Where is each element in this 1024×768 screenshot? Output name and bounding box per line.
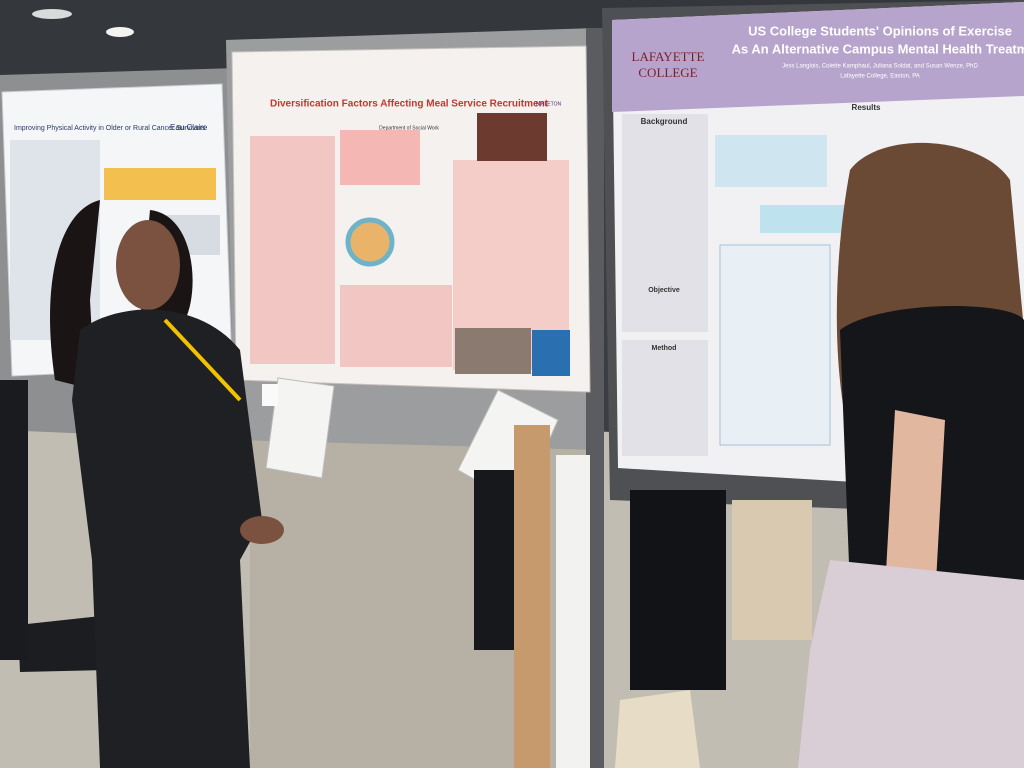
poster-section	[340, 130, 420, 185]
poster-section-heading: Objective	[648, 287, 680, 294]
bag	[18, 615, 110, 672]
poster-section-heading: Method	[652, 345, 677, 352]
poster-diagram	[345, 217, 395, 267]
face	[116, 220, 180, 310]
bag	[615, 690, 700, 768]
poster-diagram	[104, 168, 216, 200]
poster-title: As An Alternative Campus Mental Health T…	[732, 41, 1024, 56]
ceiling-light	[106, 27, 134, 37]
poster-photo	[477, 113, 547, 161]
poster-institution: Eau Claire	[170, 123, 208, 132]
hands	[240, 516, 284, 544]
poster-department: Department of Social Work	[379, 125, 439, 131]
poster-college: LAFAYETTE	[632, 49, 705, 64]
outfit	[72, 309, 262, 768]
person-background	[732, 500, 812, 640]
handout	[265, 377, 335, 479]
poster-authors: Jess Langlois, Colette Kamphaul, Juliana…	[782, 64, 978, 70]
poster-section	[340, 285, 452, 367]
poster-title: Diversification Factors Affecting Meal S…	[270, 99, 549, 110]
poster-photo	[455, 328, 531, 374]
poster-logo	[532, 330, 570, 376]
poster-tube	[514, 425, 550, 768]
ceiling-light	[32, 9, 72, 19]
poster-college: COLLEGE	[638, 65, 697, 80]
person-background	[630, 490, 726, 690]
poster-tube	[556, 455, 590, 768]
pants	[798, 560, 1024, 768]
board-post	[586, 28, 604, 768]
person-background	[474, 470, 514, 650]
poster-table	[715, 135, 827, 187]
poster-diagram	[719, 244, 831, 446]
stand	[0, 380, 28, 660]
poster-title: US College Students' Opinions of Exercis…	[748, 23, 1012, 38]
poster-title: Improving Physical Activity in Older or …	[14, 125, 206, 132]
poster-text-block	[622, 340, 708, 456]
poster-section	[250, 136, 335, 364]
lanyard	[163, 318, 242, 402]
poster-text-block	[622, 114, 708, 332]
poster-section-heading: Background	[641, 117, 688, 126]
cup	[262, 384, 278, 406]
poster-affiliation: Lafayette College, Easton, PA	[840, 74, 920, 80]
poster-logo-text: TARLETON	[535, 101, 562, 107]
poster-header	[612, 2, 1024, 112]
poster-section-heading: Results	[852, 103, 881, 112]
